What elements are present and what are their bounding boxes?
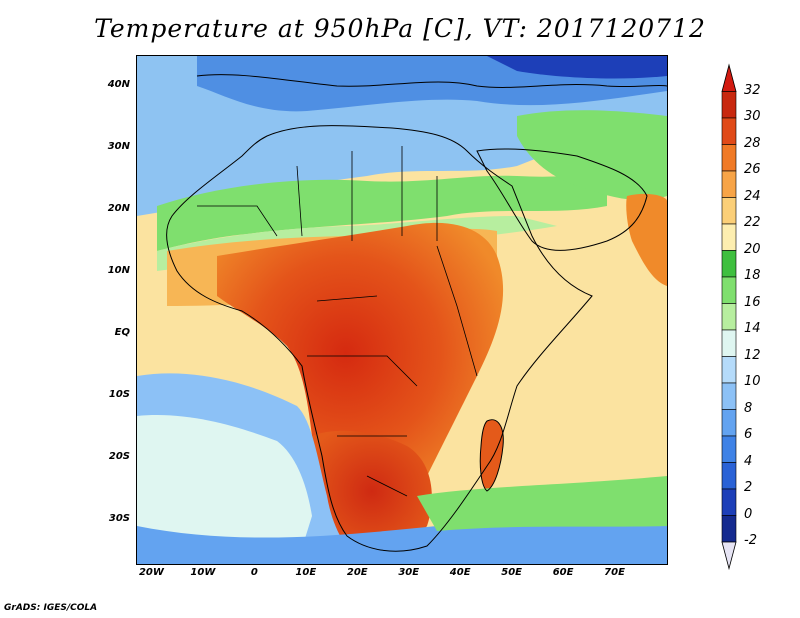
colorbar-box [721, 144, 737, 172]
colorbar-box [721, 329, 737, 357]
colorbar-box [721, 409, 737, 437]
colorbar-box [721, 197, 737, 225]
colorbar-level-label: 28 [744, 135, 761, 151]
southern-ocean-green-field [417, 476, 667, 531]
lat-tick-label: 30S [108, 512, 130, 524]
lon-tick-label: 70E [604, 567, 625, 578]
colorbar-top-arrow [721, 63, 737, 92]
south-hot-field [312, 430, 432, 552]
africa-coastline [166, 125, 593, 552]
colorbar-box [721, 515, 737, 543]
colorbar-box [721, 117, 737, 145]
lon-tick-label: 0 [250, 567, 258, 578]
lon-tick-label: 10W [190, 567, 216, 578]
lon-tick-label: 20W [138, 567, 164, 578]
colorbar-level-label: 22 [744, 215, 761, 230]
central-hot-field [217, 222, 504, 513]
colorbar-level-label: 20 [744, 241, 761, 257]
colorbar-box [721, 303, 737, 331]
colorbar-level-label: 32 [744, 82, 761, 98]
colorbar-level-label: -2 [744, 533, 757, 548]
atlantic-pale-field [137, 415, 312, 564]
colorbar-level-label: 4 [744, 453, 753, 469]
colorbar-level-label: 10 [744, 374, 761, 389]
colorbar [721, 63, 737, 571]
lat-tick-label: 40N [107, 78, 130, 90]
india-warm-field [626, 193, 667, 286]
chart-title: Temperature at 950hPa [C], VT: 201712071… [94, 14, 706, 43]
lat-tick-label: 10S [108, 388, 130, 400]
north-coldest-field [487, 56, 667, 79]
madagascar-coastline [479, 419, 504, 492]
lat-tick-label: 30N [107, 140, 130, 152]
lon-tick-label: 20E [346, 567, 368, 578]
colorbar-box [721, 276, 737, 304]
southern-ocean-field [137, 523, 667, 564]
colorbar-level-label: 0 [744, 506, 753, 522]
lat-tick-label: 20S [108, 450, 130, 462]
temperature-map [136, 55, 668, 565]
lon-tick-label: 60E [552, 567, 574, 578]
colorbar-box [721, 382, 737, 410]
lat-tick-label: EQ [114, 326, 130, 338]
colorbar-level-label: 16 [744, 294, 761, 310]
colorbar-level-label: 18 [744, 268, 761, 283]
colorbar-level-label: 8 [744, 400, 753, 416]
colorbar-box [721, 488, 737, 516]
lon-tick-label: 40E [449, 567, 471, 578]
lon-tick-label: 30E [398, 567, 420, 578]
colorbar-box [721, 170, 737, 198]
arabia-coastline [476, 148, 648, 251]
colorbar-box [721, 250, 737, 278]
colorbar-level-label: 30 [744, 109, 761, 124]
map-svg [137, 56, 667, 564]
colorbar-box [721, 462, 737, 490]
lat-tick-label: 20N [107, 202, 130, 214]
colorbar-box [721, 356, 737, 384]
colorbar-level-label: 6 [744, 427, 753, 442]
sahara-mild-field [157, 166, 607, 251]
lon-tick-label: 50E [501, 567, 522, 578]
colorbar-box [721, 223, 737, 251]
colorbar-level-label: 14 [744, 321, 761, 336]
credit-text: GrADS: IGES/COLA [4, 603, 98, 613]
lon-tick-label: 10E [295, 567, 317, 578]
lat-tick-label: 10N [107, 264, 130, 276]
colorbar-level-label: 2 [744, 480, 753, 495]
colorbar-bottom-arrow [721, 541, 737, 571]
colorbar-box [721, 435, 737, 463]
colorbar-level-label: 26 [744, 162, 761, 177]
colorbar-box [721, 91, 737, 119]
colorbar-level-label: 12 [744, 347, 761, 363]
europe-coastline [196, 74, 667, 88]
colorbar-level-label: 24 [744, 188, 761, 204]
country-borders [197, 146, 478, 497]
